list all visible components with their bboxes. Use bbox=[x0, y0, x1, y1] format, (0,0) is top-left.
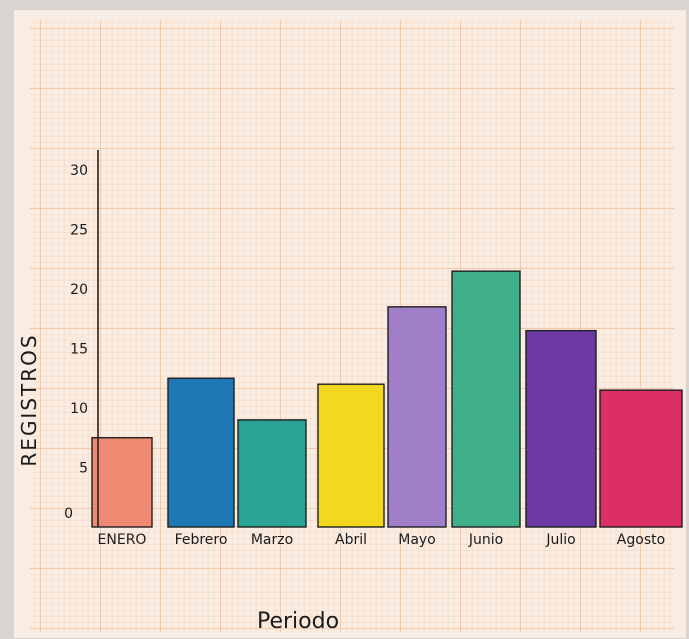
y-tick-label: 20 bbox=[70, 282, 88, 298]
x-tick-label: Mayo bbox=[398, 532, 436, 548]
y-tick-label: 5 bbox=[79, 461, 88, 477]
y-tick-label: 0 bbox=[64, 506, 73, 522]
bar-marzo bbox=[237, 419, 307, 528]
y-tick-label: 10 bbox=[70, 401, 88, 417]
y-ticks-group: 0 5 10 15 20 25 30 bbox=[64, 163, 88, 522]
bar-mayo bbox=[387, 306, 447, 528]
x-axis-label: Periodo bbox=[257, 609, 339, 634]
y-tick-label: 15 bbox=[70, 342, 88, 358]
x-tick-label: ENERO bbox=[98, 532, 147, 548]
x-tick-label: Julio bbox=[545, 532, 575, 548]
x-tick-label: Marzo bbox=[251, 532, 293, 548]
x-ticks-group: ENERO Febrero Marzo Abril Mayo Junio Julio Agos… bbox=[98, 532, 666, 548]
bar-abril bbox=[317, 383, 385, 528]
y-axis-label: REGISTROS bbox=[17, 333, 41, 466]
grid bbox=[30, 20, 674, 632]
x-tick-label: Junio bbox=[468, 532, 503, 548]
bar-junio bbox=[451, 270, 521, 528]
bars-group bbox=[91, 270, 683, 528]
x-tick-label: Abril bbox=[335, 532, 367, 548]
x-tick-label: Agosto bbox=[617, 532, 665, 548]
y-tick-label: 25 bbox=[70, 223, 88, 239]
bar-enero bbox=[91, 437, 153, 528]
x-tick-label: Febrero bbox=[175, 532, 228, 548]
bar-febrero bbox=[167, 377, 235, 528]
y-tick-label: 30 bbox=[70, 163, 88, 179]
bar-julio bbox=[525, 329, 597, 528]
bar-agosto bbox=[599, 389, 683, 528]
